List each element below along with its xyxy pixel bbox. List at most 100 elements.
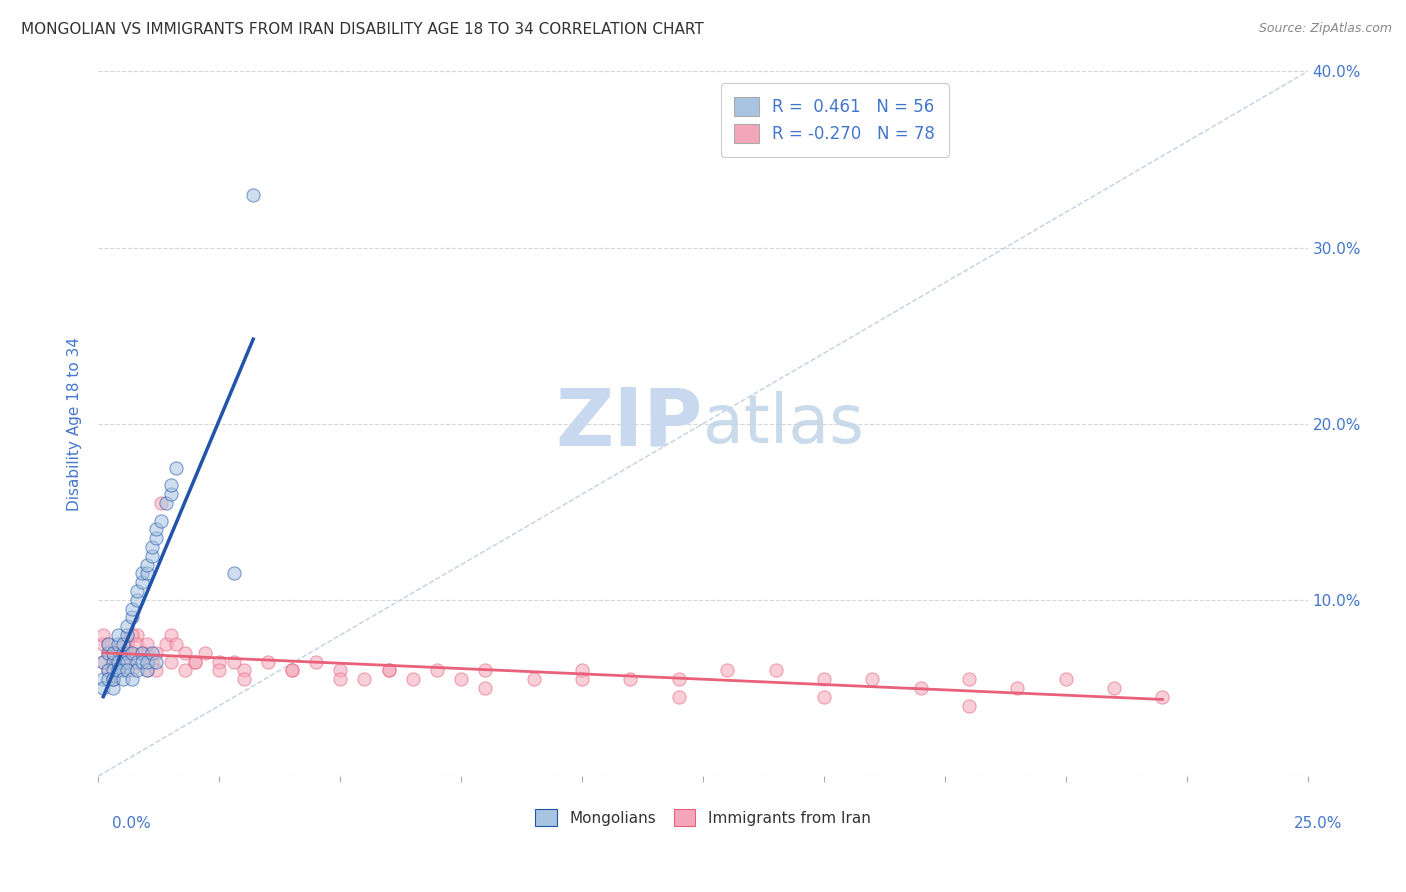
Point [305, 655, 328, 669]
Point [174, 664, 197, 678]
Point [111, 637, 134, 651]
Point [329, 664, 352, 678]
Point [160, 628, 183, 642]
Point [184, 655, 207, 669]
Point [135, 558, 157, 572]
Point [184, 655, 207, 669]
Point [222, 655, 245, 669]
Point [426, 664, 449, 678]
Point [101, 655, 124, 669]
Point [97, 637, 120, 651]
Point [160, 655, 183, 669]
Text: 0.0%: 0.0% [112, 816, 152, 831]
Point [97, 646, 120, 660]
Point [127, 592, 149, 607]
Point [957, 672, 980, 686]
Point [1054, 672, 1077, 686]
Point [145, 531, 167, 545]
Point [97, 637, 120, 651]
Point [131, 646, 153, 660]
Point [145, 646, 167, 660]
Point [135, 664, 157, 678]
Point [127, 637, 149, 651]
Point [107, 655, 129, 669]
Text: atlas: atlas [703, 391, 863, 457]
Point [145, 664, 167, 678]
Point [232, 664, 254, 678]
Point [101, 681, 124, 695]
Point [91, 637, 114, 651]
Point [101, 672, 124, 686]
Point [121, 664, 143, 678]
Point [141, 540, 163, 554]
Point [329, 672, 352, 686]
Point [111, 664, 134, 678]
Point [135, 655, 157, 669]
Point [101, 655, 124, 669]
Point [281, 664, 304, 678]
Point [121, 601, 143, 615]
Legend: Mongolians, Immigrants from Iran: Mongolians, Immigrants from Iran [529, 803, 877, 832]
Point [256, 655, 278, 669]
Point [402, 672, 425, 686]
Point [619, 672, 641, 686]
Point [107, 664, 129, 678]
Point [107, 628, 129, 642]
Point [145, 655, 167, 669]
Point [101, 646, 124, 660]
Point [135, 646, 157, 660]
Text: 25.0%: 25.0% [1295, 816, 1343, 831]
Point [377, 664, 399, 678]
Text: MONGOLIAN VS IMMIGRANTS FROM IRAN DISABILITY AGE 18 TO 34 CORRELATION CHART: MONGOLIAN VS IMMIGRANTS FROM IRAN DISABI… [21, 22, 704, 37]
Point [117, 646, 139, 660]
Point [101, 646, 124, 660]
Point [281, 664, 304, 678]
Point [160, 478, 183, 492]
Point [121, 646, 143, 660]
Point [150, 514, 173, 528]
Point [150, 496, 173, 510]
Point [1102, 681, 1125, 695]
Point [101, 672, 124, 686]
Point [155, 496, 177, 510]
Point [813, 690, 835, 704]
Point [165, 637, 187, 651]
Point [127, 628, 149, 642]
Point [523, 672, 546, 686]
Point [353, 672, 375, 686]
Point [232, 672, 254, 686]
Point [101, 664, 124, 678]
Point [97, 664, 120, 678]
Point [121, 672, 143, 686]
Point [117, 619, 139, 633]
Point [107, 637, 129, 651]
Point [131, 575, 153, 590]
Point [121, 628, 143, 642]
Point [668, 690, 690, 704]
Point [957, 698, 980, 713]
Point [160, 487, 183, 501]
Point [97, 672, 120, 686]
Point [860, 672, 883, 686]
Point [121, 610, 143, 624]
Point [111, 672, 134, 686]
Point [111, 655, 134, 669]
Point [131, 655, 153, 669]
Point [111, 637, 134, 651]
Point [141, 549, 163, 563]
Point [107, 655, 129, 669]
Point [131, 646, 153, 660]
Point [135, 664, 157, 678]
Point [111, 646, 134, 660]
Text: ZIP: ZIP [555, 384, 703, 463]
Point [91, 628, 114, 642]
Point [135, 637, 157, 651]
Text: Source: ZipAtlas.com: Source: ZipAtlas.com [1258, 22, 1392, 36]
Point [117, 637, 139, 651]
Point [127, 584, 149, 599]
Point [474, 664, 496, 678]
Point [813, 672, 835, 686]
Point [91, 681, 114, 695]
Point [571, 664, 593, 678]
Point [222, 566, 245, 581]
